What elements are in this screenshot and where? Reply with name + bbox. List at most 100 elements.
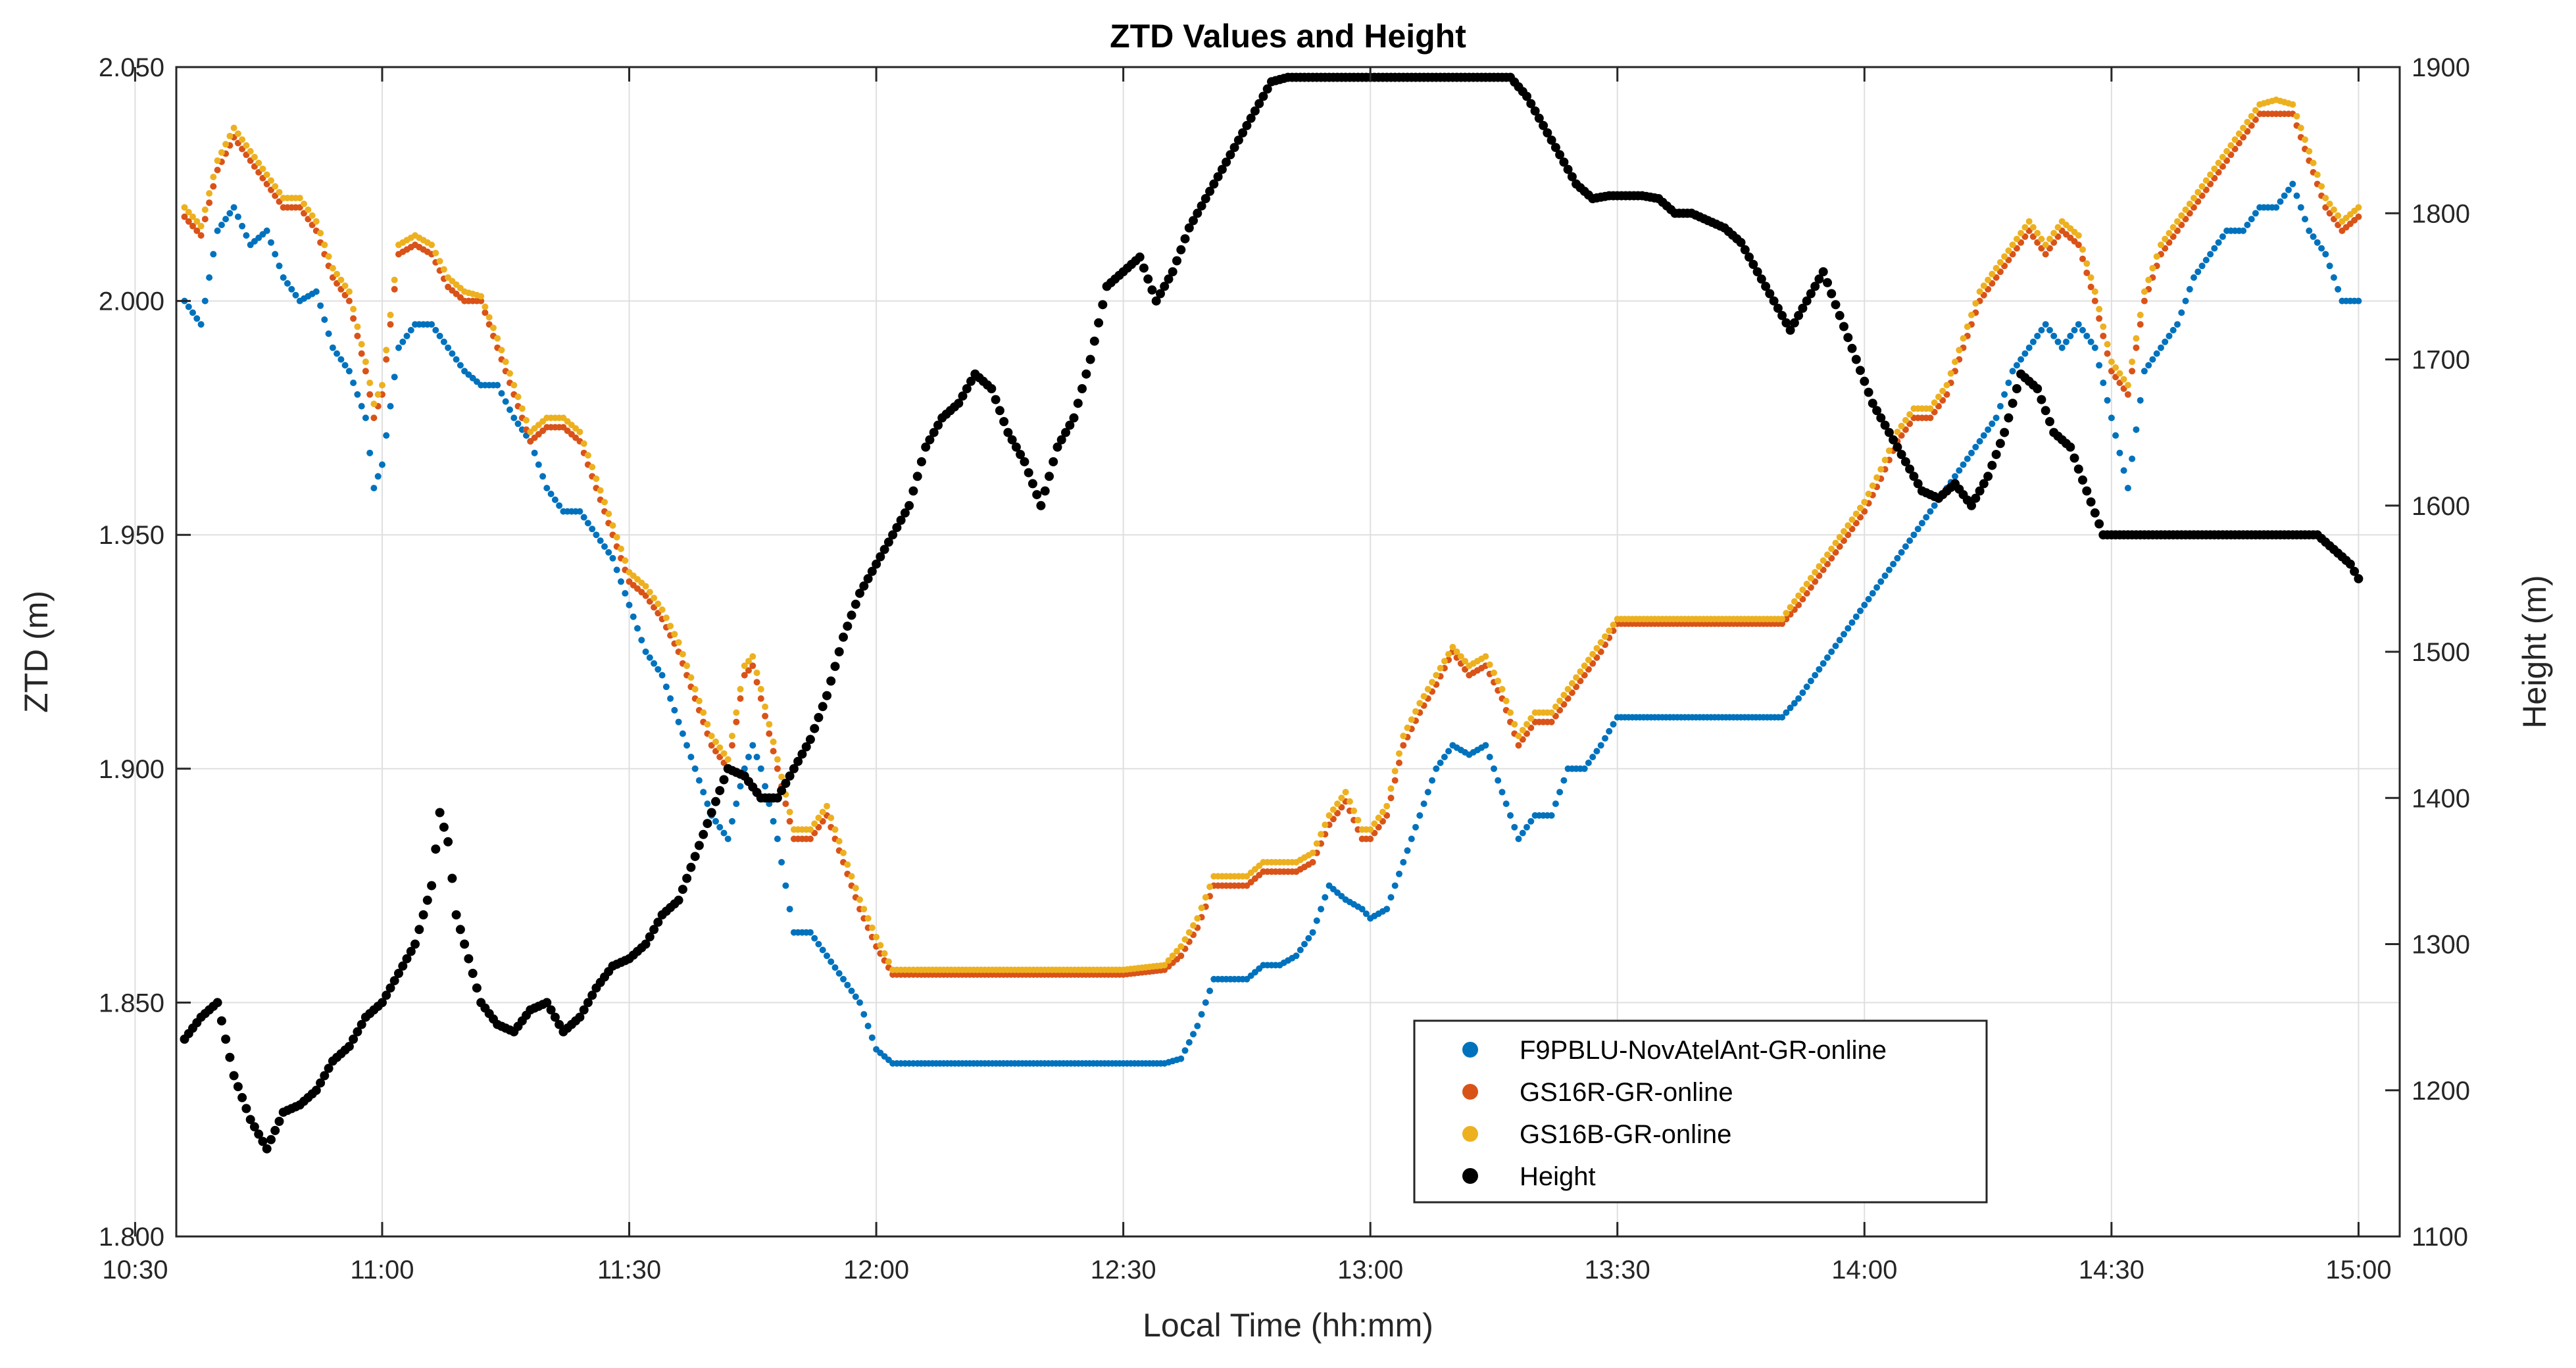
- y-left-tick-label: 1.850: [99, 989, 164, 1017]
- data-point: [966, 376, 976, 386]
- data-point: [189, 222, 196, 230]
- x-tick-label: 13:30: [1585, 1256, 1650, 1284]
- data-point: [1896, 450, 1906, 459]
- data-point: [321, 241, 328, 249]
- data-point: [781, 779, 791, 788]
- data-point: [2169, 327, 2177, 333]
- data-point: [370, 414, 378, 422]
- data-point: [406, 946, 416, 956]
- data-point: [844, 981, 851, 989]
- data-point: [2091, 288, 2098, 295]
- data-point: [1914, 525, 1921, 533]
- data-point: [1995, 439, 2005, 449]
- data-point: [1061, 428, 1070, 437]
- data-point: [687, 674, 695, 681]
- data-point: [1160, 281, 1170, 291]
- data-point: [230, 124, 237, 132]
- data-point: [674, 895, 683, 905]
- data-point: [2354, 574, 2364, 583]
- data-point: [662, 614, 670, 622]
- data-point: [1909, 472, 1919, 481]
- data-point: [1309, 929, 1316, 936]
- y-left-tick-label: 2.050: [99, 53, 164, 82]
- data-point: [2158, 241, 2164, 249]
- data-point: [622, 590, 629, 597]
- data-point: [2034, 230, 2041, 237]
- data-point: [2145, 276, 2152, 283]
- data-point: [1387, 894, 1395, 901]
- data-point: [2194, 268, 2202, 276]
- data-point: [2248, 216, 2255, 223]
- data-point: [2079, 246, 2086, 253]
- data-point: [770, 738, 777, 745]
- data-point: [243, 142, 250, 149]
- data-point: [1906, 411, 1914, 418]
- data-point: [1803, 683, 1810, 691]
- data-point: [690, 852, 700, 862]
- data-point: [234, 213, 241, 220]
- data-point: [324, 1063, 334, 1073]
- data-point: [1181, 936, 1189, 943]
- data-point: [222, 141, 230, 148]
- data-point: [1242, 120, 1252, 130]
- x-tick-label: 14:30: [2079, 1256, 2144, 1284]
- data-point: [2141, 297, 2148, 305]
- data-point: [593, 531, 600, 539]
- data-point: [1180, 234, 1190, 244]
- data-point: [1794, 310, 1804, 320]
- data-point: [1400, 742, 1407, 749]
- data-point: [1857, 504, 1864, 512]
- data-point: [864, 915, 872, 922]
- data-point: [2120, 467, 2127, 474]
- data-point: [2096, 362, 2103, 369]
- data-point: [1301, 940, 1308, 948]
- data-point: [753, 754, 760, 760]
- data-point: [1779, 620, 1786, 627]
- data-point: [1820, 557, 1827, 564]
- data-point: [2050, 332, 2058, 339]
- data-point: [535, 461, 542, 468]
- data-point: [1238, 128, 1248, 137]
- data-point: [729, 818, 735, 825]
- data-point: [1807, 575, 1814, 581]
- data-point: [1190, 922, 1197, 929]
- data-point: [181, 204, 188, 211]
- data-point: [667, 622, 674, 629]
- data-point: [2083, 269, 2091, 276]
- data-point: [197, 232, 205, 239]
- data-point: [1952, 358, 1958, 366]
- data-point: [249, 1122, 259, 1132]
- data-point: [387, 321, 394, 328]
- data-point: [2042, 241, 2049, 249]
- data-point: [1996, 258, 2004, 266]
- data-point: [671, 631, 678, 638]
- data-point: [2244, 118, 2251, 126]
- data-point: [2252, 107, 2259, 114]
- data-point: [2191, 274, 2197, 281]
- data-point: [523, 417, 530, 424]
- data-point: [366, 449, 374, 456]
- data-point: [266, 1135, 276, 1144]
- data-point: [1881, 456, 1889, 464]
- data-point: [1577, 668, 1584, 675]
- data-point: [2090, 508, 2100, 518]
- data-point: [1515, 742, 1522, 749]
- data-point: [1843, 333, 1853, 343]
- data-point: [2166, 332, 2173, 339]
- data-point: [358, 403, 365, 410]
- data-point: [482, 309, 489, 316]
- data-point: [337, 276, 345, 283]
- data-point: [1318, 831, 1325, 838]
- data-point: [468, 969, 478, 978]
- data-point: [618, 545, 624, 552]
- data-point: [576, 428, 583, 435]
- data-point: [708, 733, 715, 739]
- y-axis-left-title: ZTD (m): [18, 591, 55, 713]
- data-point: [1246, 113, 1256, 123]
- data-point: [270, 1125, 280, 1135]
- data-point: [645, 932, 655, 942]
- data-point: [618, 578, 624, 585]
- data-point: [1877, 466, 1885, 473]
- data-point: [1824, 654, 1831, 661]
- data-point: [354, 323, 361, 330]
